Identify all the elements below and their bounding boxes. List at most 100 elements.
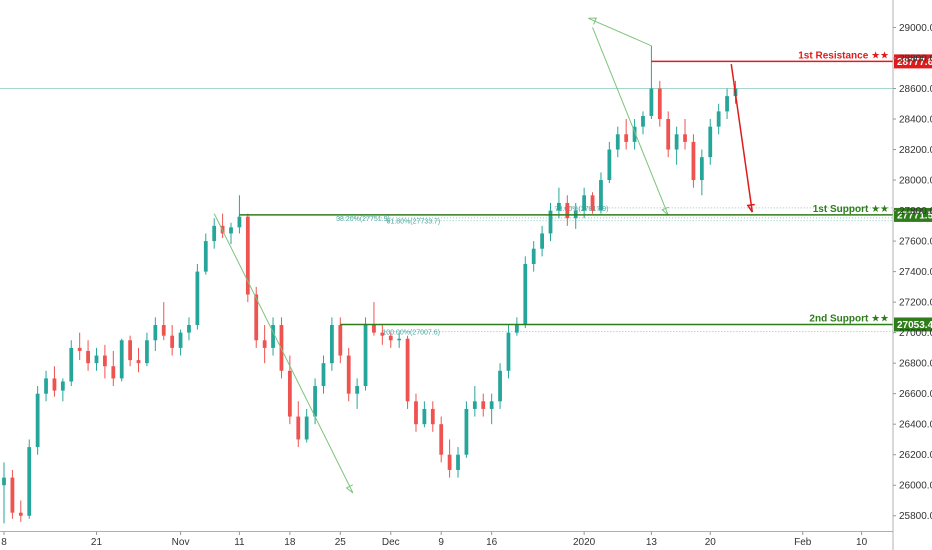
fib-level-label: 78.60%(27817.9) — [555, 206, 609, 213]
candle-body — [456, 454, 460, 470]
candle-body — [599, 180, 603, 211]
candle-body — [725, 96, 729, 112]
level-name: 1st Support ★★ — [813, 204, 889, 215]
candle-body — [69, 347, 74, 382]
candle-body — [237, 216, 242, 228]
candle-body — [254, 294, 259, 341]
trend-arrow-up-head — [588, 17, 598, 25]
candle-body — [683, 134, 687, 142]
candle-body — [111, 366, 116, 379]
forecast-arrow-down — [730, 63, 754, 213]
candle-body — [632, 126, 637, 142]
candle-body — [245, 216, 250, 295]
candle-body — [372, 325, 376, 333]
trend-arrow-retrace-head — [661, 206, 669, 216]
y-tick-label: 29000.0 — [899, 23, 932, 34]
candle-body — [388, 335, 393, 341]
candle-body — [262, 340, 267, 348]
candle-body — [363, 325, 368, 387]
candle-body — [641, 115, 645, 127]
candle-body — [498, 370, 502, 402]
y-tick-label: 28200.0 — [899, 145, 932, 156]
x-tick-label: 11 — [234, 537, 245, 548]
candle-body — [271, 325, 275, 348]
candle-body — [338, 325, 343, 356]
y-tick-label: 25800.0 — [899, 511, 932, 522]
candle-body — [94, 355, 99, 364]
candle-body — [2, 477, 6, 486]
candle-body — [187, 325, 191, 333]
candle-body — [548, 210, 553, 234]
candle-body — [170, 335, 175, 348]
level-layer: 1st Resistance ★★ 28777.6 1st Support ★★ 27… — [239, 50, 932, 332]
candle-body — [514, 325, 519, 333]
candle-body — [128, 340, 133, 361]
candle-body — [523, 263, 528, 326]
candle-body — [355, 386, 360, 394]
candle-body — [52, 378, 57, 391]
x-axis: 8 21 Nov 11 18 25 Dec 9 16 2020 13 20 Feb 10 — [0, 531, 893, 548]
candle-body — [145, 340, 149, 364]
candle-body — [203, 241, 208, 272]
trend-arrow-down-head — [345, 484, 354, 494]
candle-body — [212, 225, 217, 242]
candle-body — [691, 141, 696, 181]
candle-body — [380, 332, 385, 336]
candle-body — [86, 350, 90, 364]
candle-body — [674, 134, 679, 150]
candle-body — [624, 134, 629, 142]
y-tick-label: 27600.0 — [899, 237, 932, 248]
level-name: 2nd Support ★★ — [809, 313, 889, 324]
candle-body — [119, 340, 124, 379]
candle-body — [716, 111, 721, 127]
y-tick-label: 28800.0 — [899, 53, 932, 64]
x-tick-label: 20 — [705, 537, 717, 548]
candle-body — [44, 378, 48, 394]
trend-arrow-up — [588, 17, 652, 47]
x-tick-label: 9 — [438, 537, 444, 548]
x-tick-label: 13 — [646, 537, 658, 548]
candle-body — [481, 401, 486, 409]
level-price-badge — [894, 54, 932, 69]
candle-body — [153, 325, 158, 341]
candle-body — [27, 447, 32, 516]
x-tick-label: 21 — [91, 537, 103, 548]
candle-body — [565, 202, 570, 219]
candle-body — [304, 416, 309, 440]
candle-body — [405, 338, 410, 402]
candle-body — [229, 227, 233, 234]
candle-body — [472, 401, 477, 409]
y-tick-label: 27000.0 — [899, 328, 932, 339]
y-tick-label: 26000.0 — [899, 481, 932, 492]
x-tick-label: 16 — [486, 537, 498, 548]
candle-body — [10, 477, 15, 513]
forecast-arrow-down-head — [746, 203, 755, 213]
candle-body — [649, 88, 654, 116]
level-price-badge — [894, 207, 932, 222]
candle-body — [540, 233, 544, 249]
level-name: 1st Resistance ★★ — [798, 50, 889, 61]
candle-body — [321, 363, 326, 387]
candles-layer — [2, 45, 738, 524]
arrow-layer — [213, 17, 755, 494]
candle-body — [557, 202, 561, 211]
x-tick-label: 2020 — [573, 537, 596, 548]
candle-body — [414, 401, 418, 425]
level-price-label: 27053.4 — [897, 320, 932, 331]
fib-level-label: 38.20%(27751.9) — [336, 216, 390, 223]
x-tick-label: 25 — [335, 537, 347, 548]
y-tick-label: 26800.0 — [899, 359, 932, 370]
x-tick-label: Nov — [172, 537, 190, 548]
x-tick-label: 10 — [856, 537, 868, 548]
candle-body — [103, 355, 107, 367]
candle-body — [161, 325, 166, 336]
y-tick-label: 26600.0 — [899, 389, 932, 400]
candle-body — [590, 195, 595, 211]
candle-body — [330, 325, 334, 364]
y-tick-label: 27400.0 — [899, 267, 932, 278]
y-tick-label: 27800.0 — [899, 206, 932, 217]
fib-layer: 38.20%(27751.9)61.80%(27733.7) 78.60%(278… — [336, 206, 893, 336]
candle-body — [582, 195, 587, 211]
candle-body — [136, 360, 141, 364]
